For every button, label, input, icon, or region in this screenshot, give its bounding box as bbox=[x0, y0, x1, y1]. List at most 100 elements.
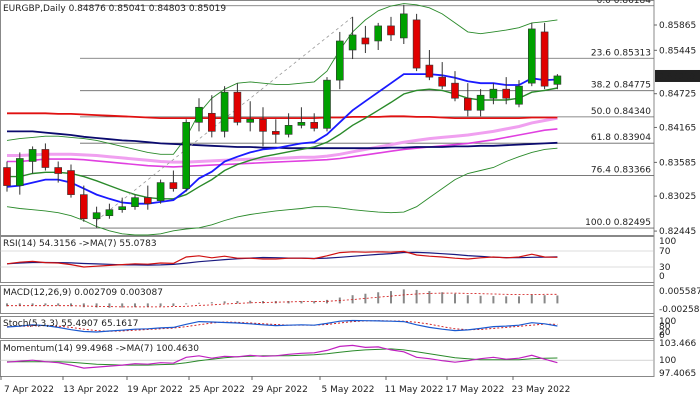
macd-histogram-bar bbox=[505, 296, 508, 304]
candle-body bbox=[105, 209, 114, 217]
candle-body bbox=[195, 106, 203, 123]
candle-body bbox=[553, 75, 562, 85]
momentum-label: Momentum(14) 99.4968 ->MA(7) 100.4630 bbox=[3, 344, 199, 354]
candle-body bbox=[284, 125, 293, 135]
candle-body bbox=[118, 206, 126, 210]
candle-body bbox=[323, 79, 331, 129]
rsi-tick-label: 0 bbox=[659, 272, 665, 282]
macd-histogram-bar bbox=[223, 301, 226, 304]
candle-body bbox=[489, 88, 498, 99]
candle-body bbox=[502, 88, 511, 99]
macd-histogram-bar bbox=[479, 295, 482, 304]
candle-body bbox=[182, 122, 190, 189]
macd-histogram-bar bbox=[236, 301, 239, 304]
candle-body bbox=[515, 85, 523, 105]
candle-body bbox=[476, 94, 485, 111]
fib-level-label: 38.2 0.84775 bbox=[591, 81, 651, 91]
rsi-ma-line bbox=[6, 251, 558, 266]
macd-histogram-bar bbox=[31, 303, 34, 306]
rsi-line bbox=[6, 250, 558, 268]
macd-histogram-bar bbox=[159, 303, 162, 307]
macd-histogram-bar bbox=[146, 303, 149, 307]
last-price-box bbox=[655, 69, 700, 82]
momentum-tick-label: 100 bbox=[659, 356, 676, 366]
candle-body bbox=[233, 91, 242, 123]
macd-histogram-bar bbox=[530, 294, 533, 304]
momentum-tick-label: 97.4065 bbox=[659, 369, 696, 379]
price-tick-label: 0.83025 bbox=[659, 192, 696, 202]
macd-histogram-bar bbox=[249, 300, 252, 304]
macd-histogram-bar bbox=[466, 295, 469, 304]
candle-body bbox=[412, 19, 421, 69]
macd-histogram-bar bbox=[44, 303, 47, 306]
momentum-tick-label: 103.466 bbox=[659, 339, 696, 349]
macd-histogram-bar bbox=[82, 303, 85, 308]
candle-body bbox=[169, 182, 178, 189]
price-tick-label: 0.84725 bbox=[659, 90, 696, 100]
macd-histogram-bar bbox=[313, 301, 316, 304]
rsi-label: RSI(14) 54.3156 ->MA(7) 55.0783 bbox=[3, 239, 157, 249]
macd-histogram-bar bbox=[6, 303, 8, 307]
candle-body bbox=[80, 194, 88, 220]
fib-level-label: 100.0 0.82495 bbox=[585, 218, 651, 228]
price-tick-label: 0.83585 bbox=[659, 158, 696, 168]
macd-histogram-bar bbox=[108, 303, 111, 308]
candle-body bbox=[156, 182, 165, 201]
fib-level-label: 50.0 0.84340 bbox=[591, 107, 651, 117]
candle-body bbox=[540, 31, 549, 87]
candle-body bbox=[144, 197, 152, 204]
candle-body bbox=[271, 131, 280, 135]
momentum-line bbox=[6, 344, 558, 369]
candle-body bbox=[335, 40, 344, 81]
stoch-tick-label: 0 bbox=[659, 331, 665, 341]
ma-pink-line bbox=[7, 116, 558, 164]
candle-body bbox=[348, 34, 357, 51]
candle-body bbox=[259, 119, 267, 132]
macd-histogram-bar bbox=[428, 291, 431, 304]
ema-red-line bbox=[7, 112, 558, 119]
x-tick-label: 13 Apr 2022 bbox=[63, 385, 119, 395]
ema-blue-line bbox=[6, 73, 558, 205]
rsi-tick-label: 30 bbox=[659, 263, 671, 273]
ma-magenta-line bbox=[7, 128, 558, 168]
candle-body bbox=[310, 122, 319, 129]
macd-histogram-bar bbox=[70, 303, 72, 307]
macd-histogram-bar bbox=[134, 303, 136, 308]
x-tick-label: 25 Apr 2022 bbox=[189, 385, 245, 395]
last-price-label: 0.85019 bbox=[658, 72, 695, 82]
x-tick-label: 11 May 2022 bbox=[385, 385, 444, 395]
candle-body bbox=[246, 119, 254, 123]
candle-body bbox=[28, 149, 37, 162]
candle-body bbox=[54, 167, 63, 174]
macd-histogram-bar bbox=[415, 289, 418, 304]
macd-histogram-bar bbox=[492, 296, 495, 304]
macd-histogram-bar bbox=[300, 301, 303, 304]
x-tick-label: 17 May 2022 bbox=[446, 385, 505, 395]
x-tick-label: 7 Apr 2022 bbox=[4, 385, 54, 395]
candle-body bbox=[41, 149, 50, 168]
macd-histogram-bar bbox=[543, 295, 546, 304]
stoch-tick-label: 80 bbox=[659, 322, 671, 332]
macd-histogram-bar bbox=[121, 303, 124, 308]
candle-body bbox=[361, 37, 370, 45]
candle-body bbox=[451, 82, 459, 99]
macd-histogram-bar bbox=[198, 302, 200, 304]
rsi-tick-label: 70 bbox=[659, 247, 671, 257]
candle-body bbox=[387, 25, 395, 36]
macd-histogram-bar bbox=[95, 303, 98, 308]
fib-level-label: 23.6 0.85313 bbox=[591, 48, 651, 58]
stoch-k-line bbox=[6, 319, 558, 333]
candle-body bbox=[374, 25, 383, 42]
macd-histogram-bar bbox=[210, 302, 213, 304]
candle-body bbox=[297, 122, 306, 126]
macd-histogram-bar bbox=[390, 291, 392, 304]
x-tick-label: 19 Apr 2022 bbox=[127, 385, 183, 395]
candle-body bbox=[425, 64, 434, 78]
price-tick-label: 0.82445 bbox=[659, 227, 696, 237]
panel-rsi-frame bbox=[0, 236, 655, 283]
candle-body bbox=[92, 212, 101, 220]
macd-tick-label: 0.005587 bbox=[659, 287, 700, 297]
fib-level-label: 76.4 0.83366 bbox=[591, 166, 651, 176]
fib-level-label: 61.8 0.83904 bbox=[591, 133, 651, 143]
stoch-tick-label: 20 bbox=[659, 328, 671, 338]
